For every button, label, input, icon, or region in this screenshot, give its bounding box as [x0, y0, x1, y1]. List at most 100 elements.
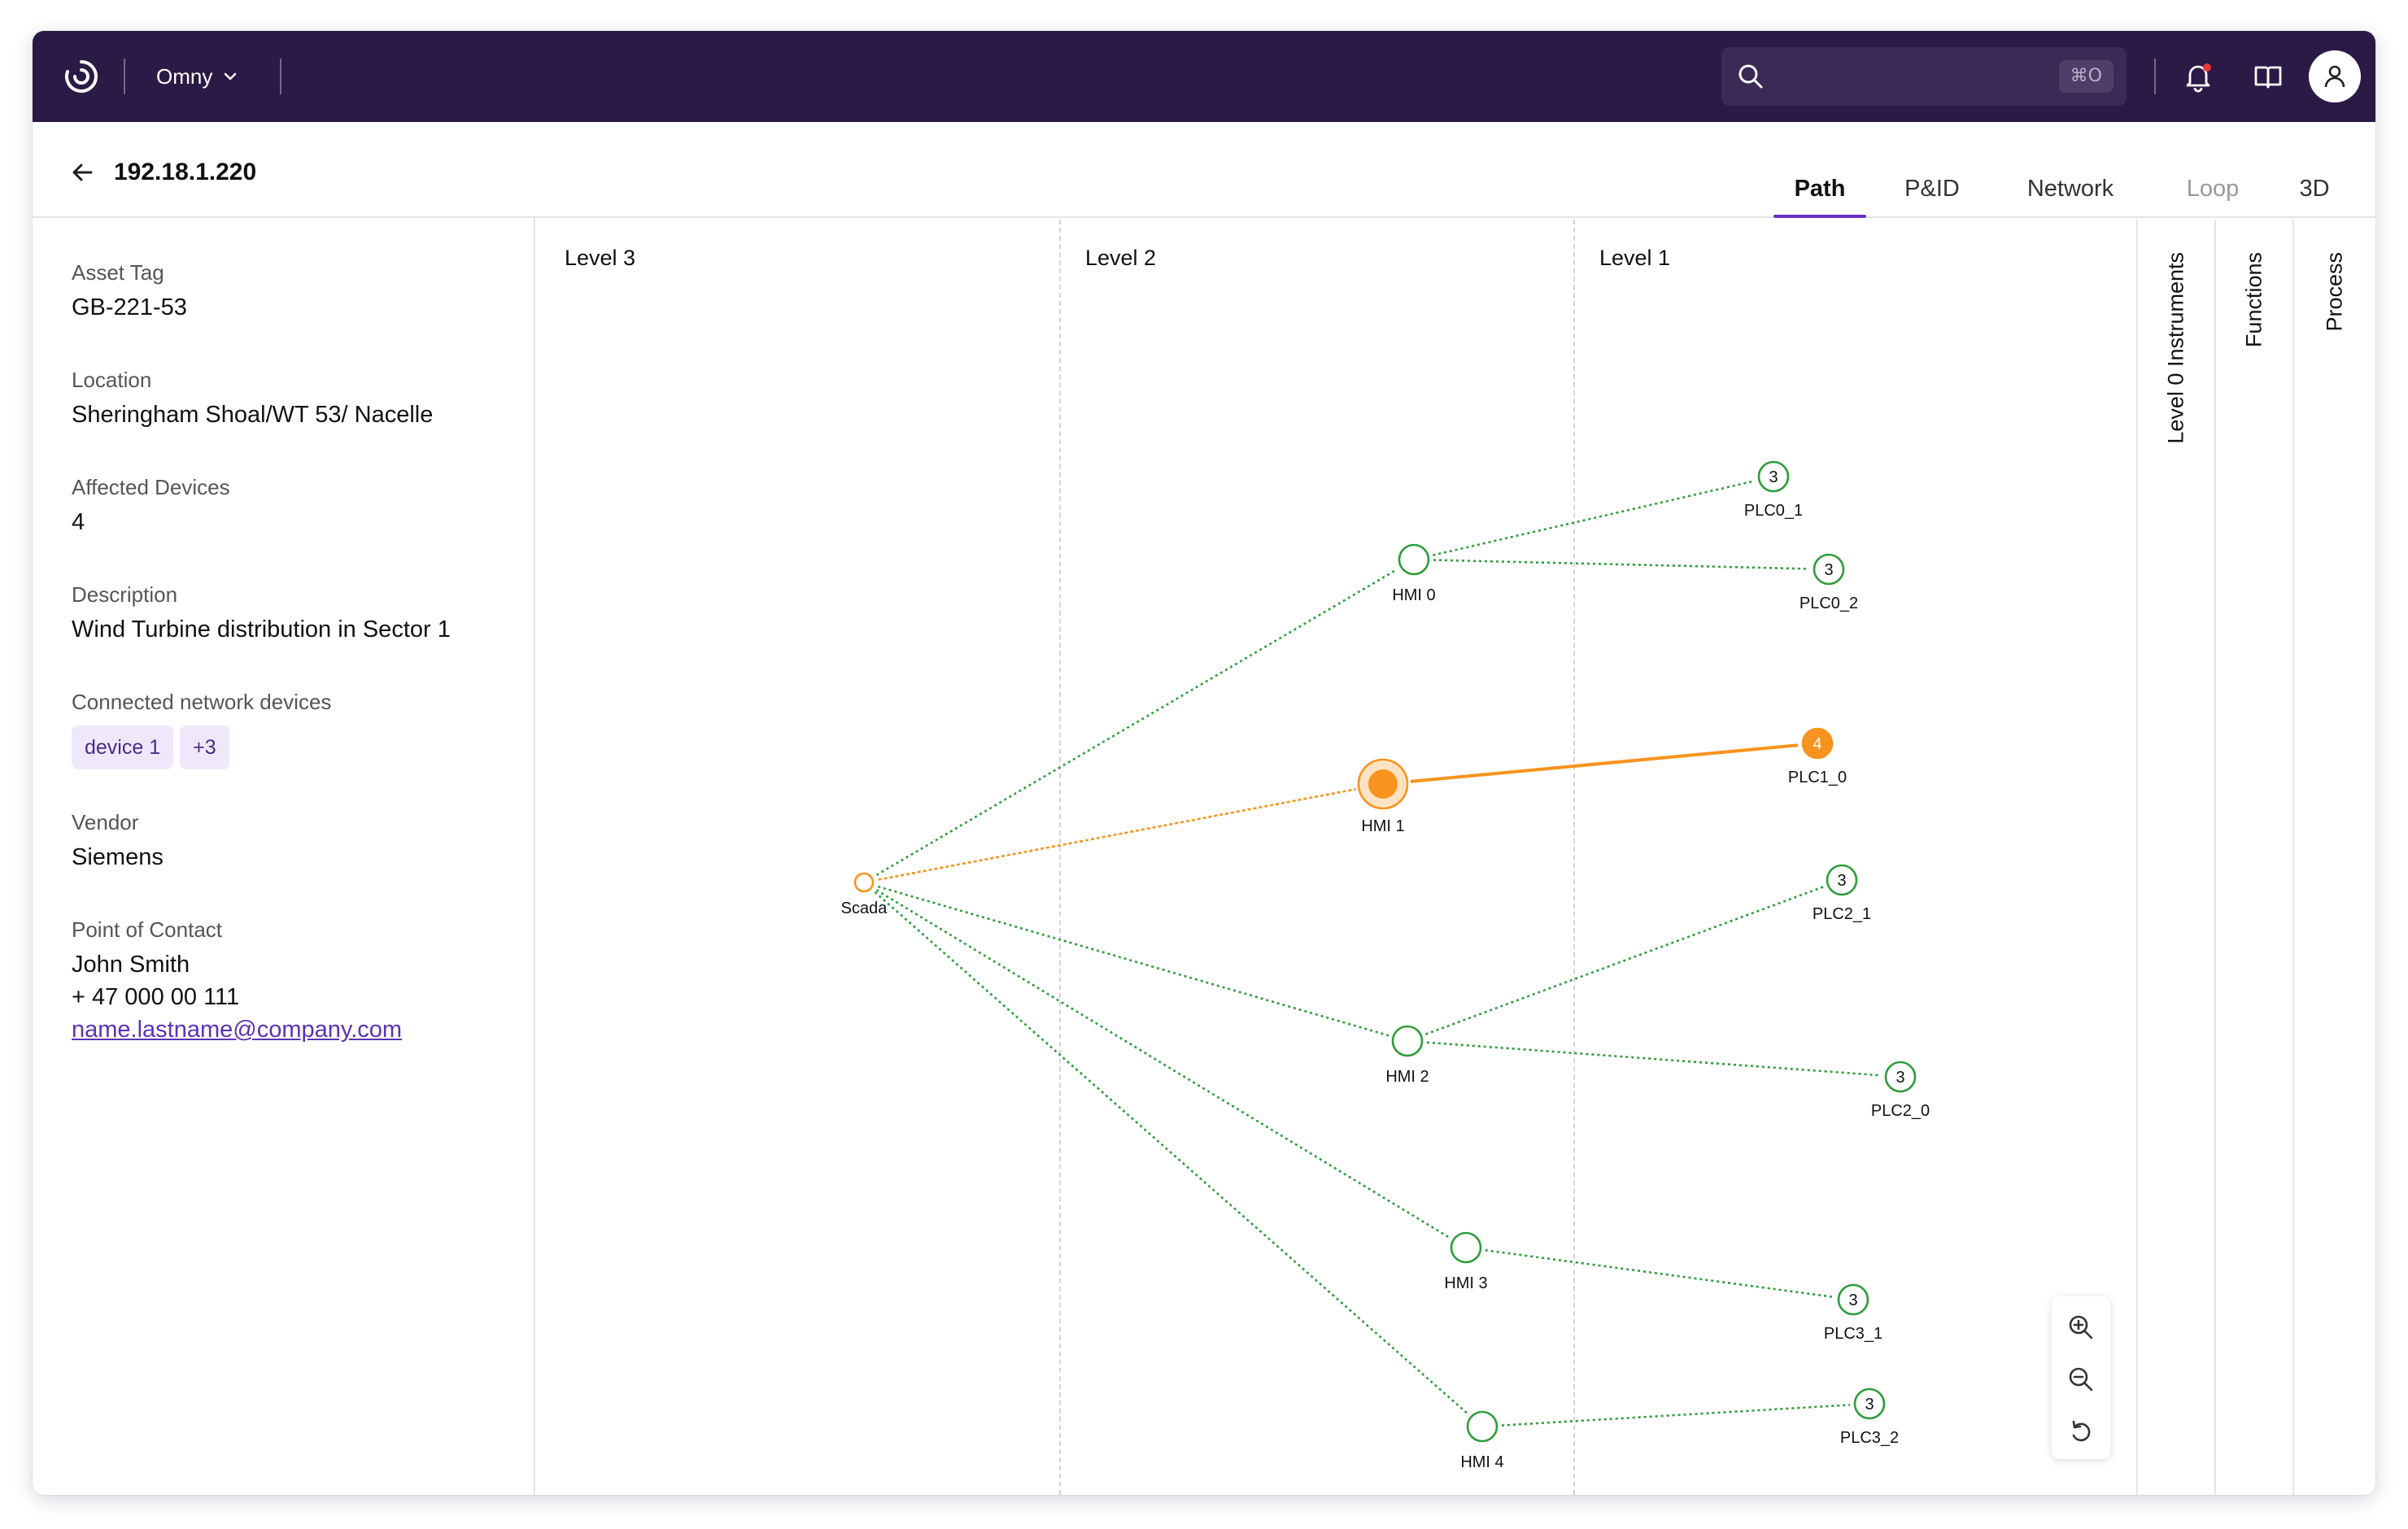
tab-path[interactable]: Path: [1773, 171, 1866, 218]
node-plc2_1[interactable]: 3 PLC2_1: [1813, 864, 1871, 923]
side-tab-level0-instruments[interactable]: Level 0 Instruments: [2136, 220, 2214, 1495]
node-plc3_1[interactable]: 3 PLC3_1: [1824, 1283, 1882, 1343]
node-hmi1[interactable]: HMI 1: [1357, 758, 1409, 835]
topbar-divider: [124, 59, 125, 94]
node-plc0_1[interactable]: 3 PLC0_1: [1744, 460, 1803, 520]
edge-hmi2-plc2_0: [1426, 1041, 1882, 1077]
edge-hmi4-plc3_2: [1501, 1404, 1851, 1427]
tab-label: Path: [1794, 176, 1846, 202]
edge-scada-hmi2: [877, 885, 1389, 1037]
node-plc0_2[interactable]: 3 PLC0_2: [1799, 553, 1858, 612]
node-circle: [1757, 460, 1790, 493]
node-label: HMI 0: [1392, 586, 1435, 604]
zoom-in-button[interactable]: [2063, 1309, 2099, 1345]
vendor-field: Vendor Siemens: [72, 808, 164, 873]
app-switcher[interactable]: Omny: [156, 54, 238, 99]
app-window: Omny ⌘O: [33, 31, 2375, 1495]
more-devices-chip[interactable]: +3: [180, 725, 229, 769]
tab-pid[interactable]: P&ID: [1887, 171, 1977, 218]
node-hmi0[interactable]: HMI 0: [1392, 543, 1436, 604]
node-circle: [1813, 553, 1845, 586]
field-label: Connected network devices: [72, 690, 332, 714]
node-count-badge: 3: [1824, 561, 1833, 579]
node-count-badge: 3: [1895, 1069, 1904, 1087]
node-plc2_0[interactable]: 3 PLC2_0: [1871, 1061, 1930, 1120]
side-tab-process[interactable]: Process: [2292, 220, 2375, 1495]
node-circle: [1801, 727, 1834, 760]
node-circle: [1466, 1410, 1498, 1443]
node-count-badge: 3: [1848, 1292, 1857, 1309]
book-icon: [2254, 66, 2282, 89]
topbar-divider: [280, 59, 281, 94]
chevron-down-icon: [225, 72, 237, 81]
description-value: Wind Turbine distribution in Sector 1: [72, 616, 451, 643]
notifications-button[interactable]: [2179, 57, 2218, 96]
field-label: Description: [72, 582, 178, 607]
level-title: Level 3: [565, 246, 636, 270]
node-circle: [1884, 1061, 1917, 1093]
node-circle: [1398, 543, 1430, 576]
node-label: HMI 1: [1361, 817, 1404, 835]
node-count-badge: 3: [1837, 872, 1846, 890]
omny-logo-icon[interactable]: [59, 54, 104, 99]
tab-loop[interactable]: Loop: [2172, 171, 2253, 218]
reset-view-button[interactable]: [2063, 1414, 2099, 1449]
search-box[interactable]: ⌘O: [1721, 47, 2127, 106]
side-tab-functions[interactable]: Functions: [2214, 220, 2292, 1495]
level-divider: [1059, 220, 1061, 1495]
search-icon: [1738, 64, 1763, 89]
search-input[interactable]: [1778, 57, 2047, 96]
chip-list: device 1 +3: [72, 725, 331, 769]
field-label: Affected Devices: [72, 475, 230, 499]
node-scada[interactable]: Scada: [841, 872, 888, 917]
node-circle: [1837, 1283, 1869, 1316]
node-circle: [1853, 1387, 1886, 1420]
node-plc3_2[interactable]: 3 PLC3_2: [1840, 1387, 1899, 1447]
tab-3d[interactable]: 3D: [2286, 171, 2343, 218]
field-label: Location: [72, 368, 152, 392]
node-label: HMI 4: [1460, 1453, 1503, 1471]
device-chip[interactable]: device 1: [72, 725, 174, 769]
edge-hmi0-plc0_2: [1433, 559, 1810, 570]
side-tab-label: Process: [2322, 252, 2347, 332]
level-title: Level 1: [1599, 246, 1671, 270]
contact-name: John Smith: [72, 952, 190, 978]
field-label: Asset Tag: [72, 260, 164, 285]
active-tab-indicator: [1773, 215, 1866, 218]
node-label: PLC3_2: [1840, 1429, 1899, 1447]
description-field: Description Wind Turbine distribution in…: [72, 581, 451, 646]
affected-devices-field: Affected Devices 4: [72, 473, 230, 538]
arrow-left-icon[interactable]: [65, 155, 101, 190]
node-plc1_0[interactable]: 4 PLC1_0: [1788, 727, 1847, 786]
search-shortcut: ⌘O: [2058, 60, 2114, 93]
tab-network[interactable]: Network: [2009, 171, 2131, 218]
node-label: PLC1_0: [1788, 769, 1847, 786]
connected-devices-field: Connected network devices device 1 +3: [72, 688, 331, 769]
tab-label: 3D: [2299, 176, 2330, 202]
zoom-out-button[interactable]: [2063, 1361, 2099, 1397]
docs-button[interactable]: [2249, 57, 2288, 96]
contact-phone: + 47 000 00 111: [72, 984, 240, 1010]
avatar[interactable]: [2309, 50, 2361, 102]
node-label: PLC2_1: [1813, 905, 1871, 923]
node-hmi2[interactable]: HMI 2: [1385, 1025, 1429, 1086]
node-count-badge: 3: [1769, 468, 1778, 486]
node-count-badge: 3: [1865, 1396, 1874, 1414]
app-name: Omny: [156, 63, 213, 89]
side-tab-label: Functions: [2241, 252, 2266, 348]
node-circle: [1826, 864, 1858, 896]
contact-email-link[interactable]: name.lastname@company.com: [72, 1017, 403, 1043]
node-circle: [1450, 1231, 1482, 1264]
page-header: 192.18.1.220 Path P&ID Network Loop 3D: [33, 122, 2375, 218]
zoom-in-icon: [2069, 1315, 2093, 1340]
edge-scada-hmi4: [874, 891, 1468, 1415]
node-hmi4[interactable]: HMI 4: [1460, 1410, 1504, 1471]
page-title: 192.18.1.220: [114, 159, 257, 185]
path-graph-canvas: Scada HMI 0 HMI 1 HMI 2 HMI 3 HMI 4 3 PLC0_1 3 PL…: [841, 460, 1930, 1471]
node-hmi3[interactable]: HMI 3: [1444, 1231, 1488, 1292]
topbar-divider: [2154, 59, 2156, 94]
node-label: HMI 2: [1385, 1068, 1429, 1086]
edge-hmi1-plc1_0: [1410, 743, 1799, 783]
field-label: Point of Contact: [72, 917, 222, 942]
node-label: Scada: [841, 900, 888, 917]
